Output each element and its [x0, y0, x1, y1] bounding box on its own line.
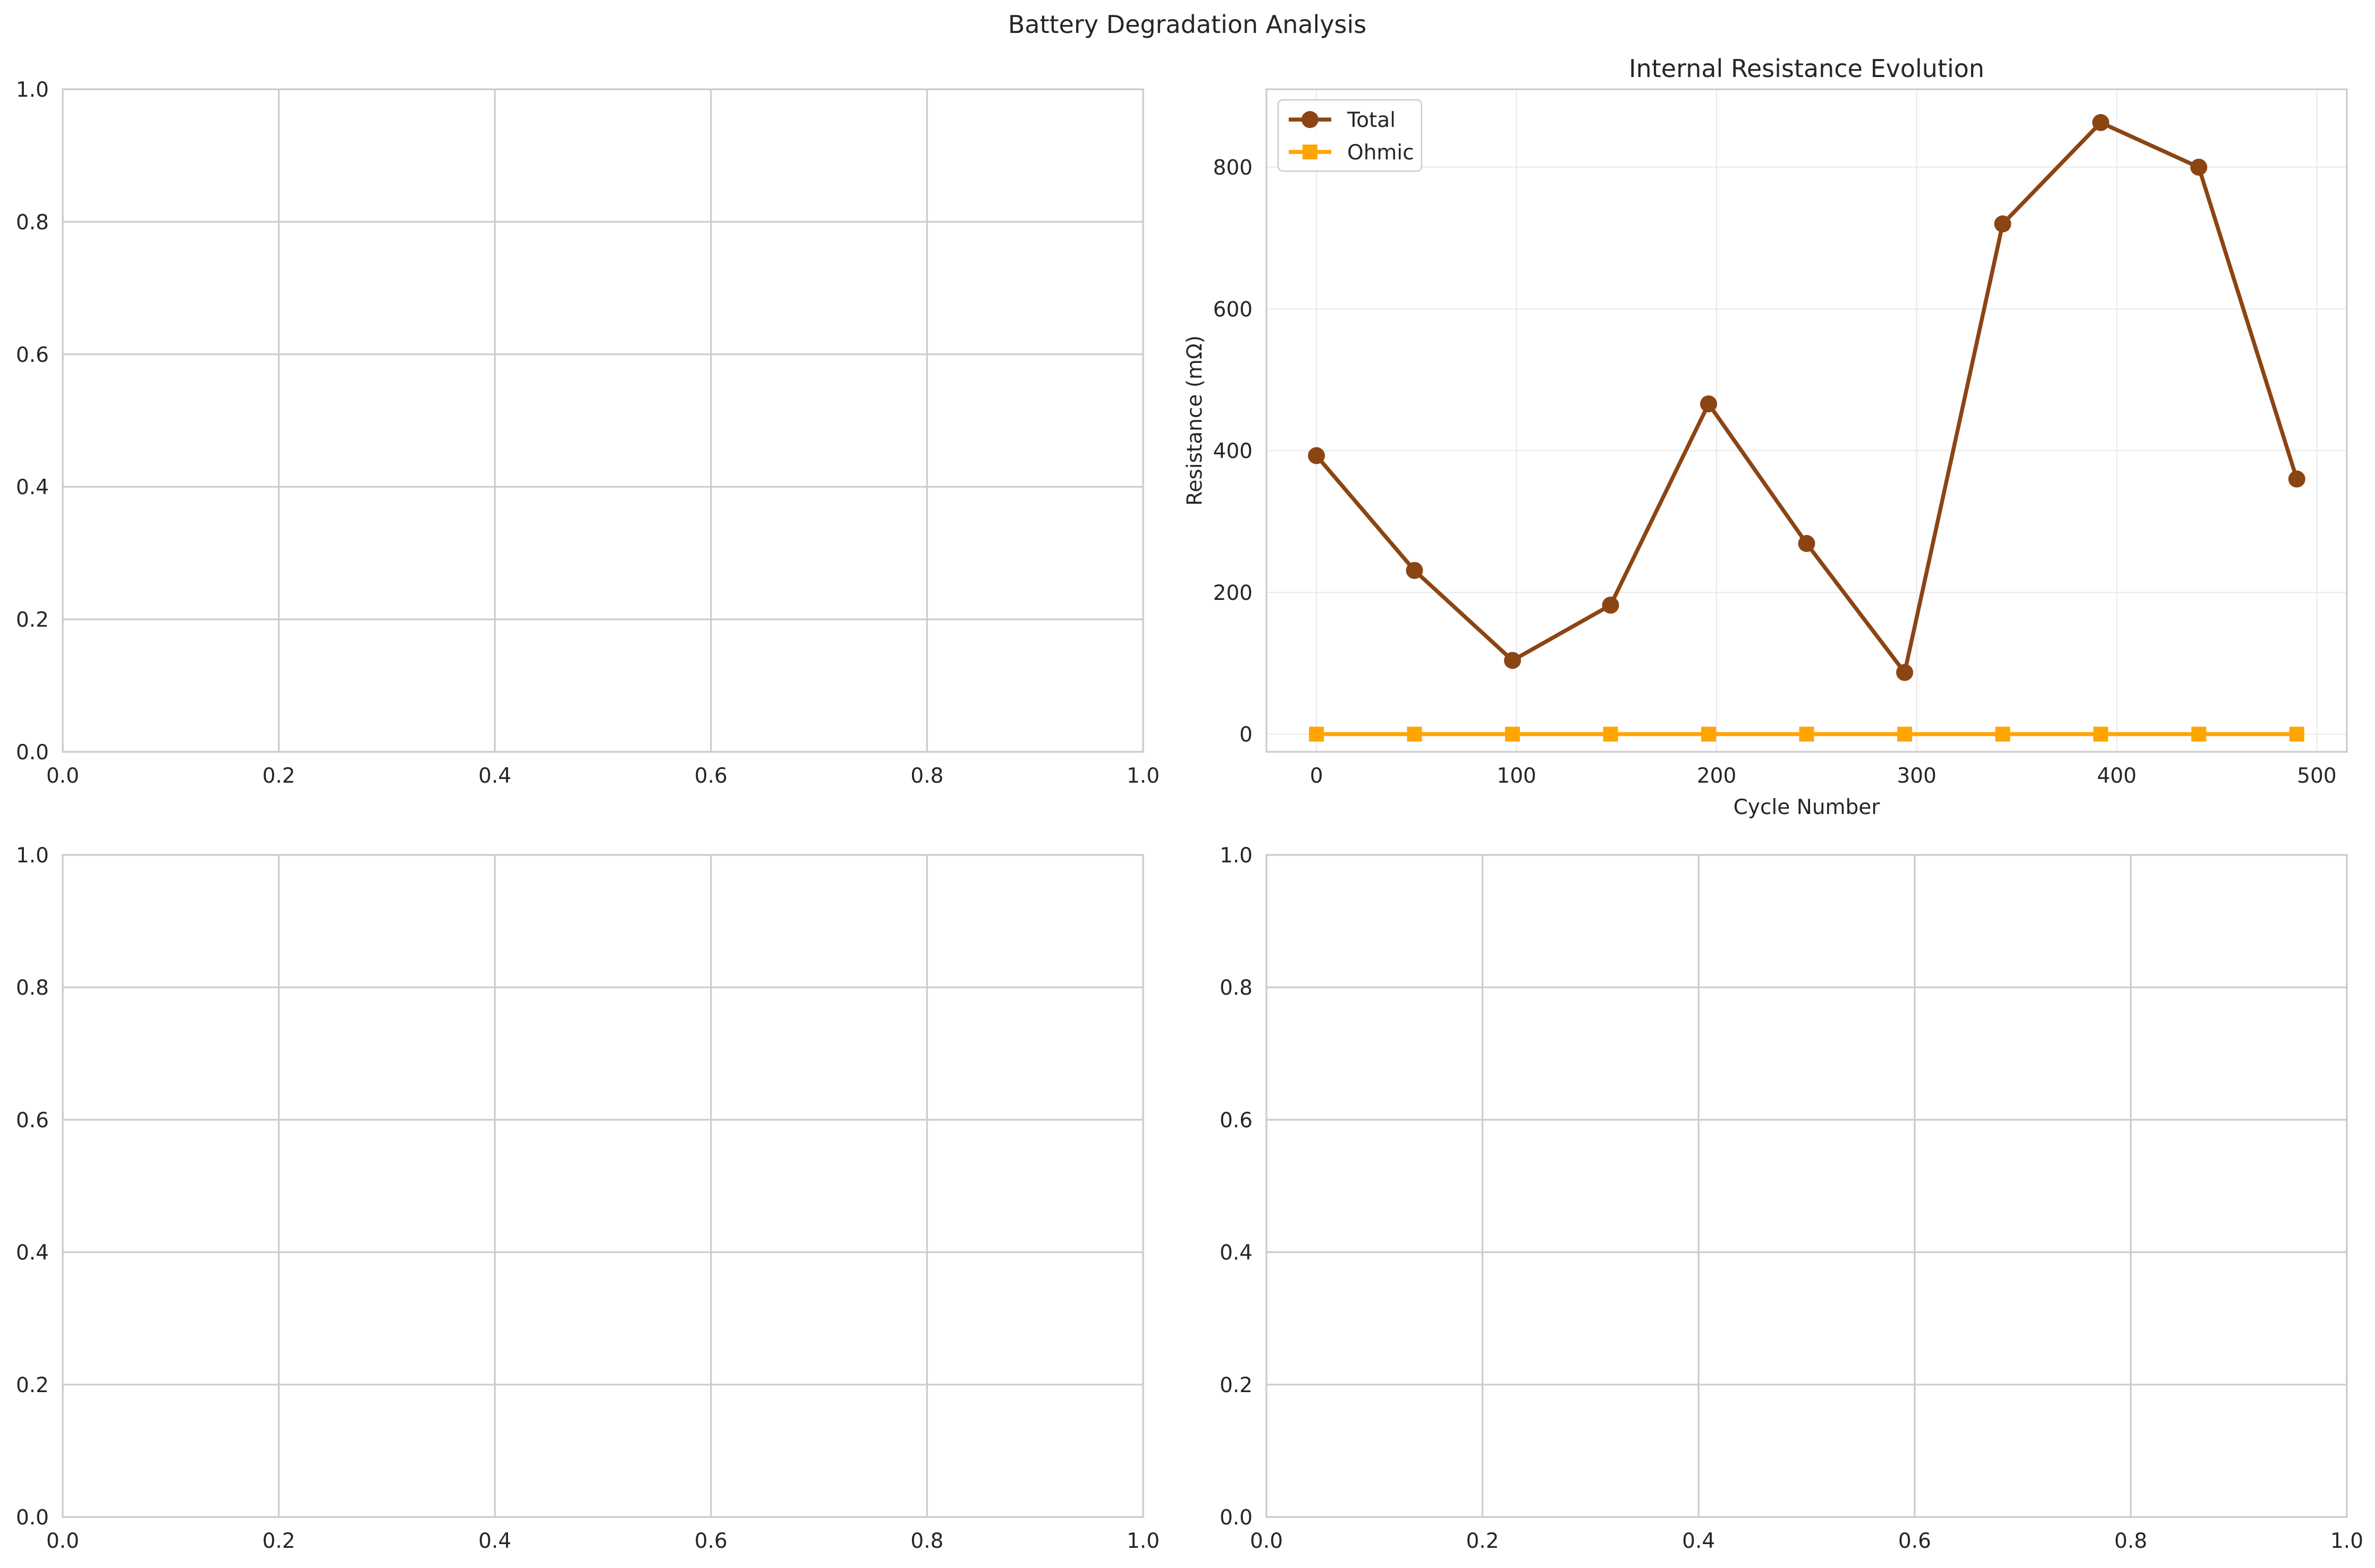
legend-marker [1303, 145, 1317, 159]
data-point-total [1896, 664, 1913, 681]
x-tick-label: 0.2 [263, 1529, 295, 1553]
x-tick-label: 0 [1310, 764, 1323, 788]
y-tick-label: 1.0 [1220, 844, 1253, 868]
subplot-bottom-left: 0.0 0.2 0.4 0.6 0.8 1.0 0.0 0.2 0.4 0.6 0.8 1.0 [16, 844, 1160, 1553]
x-tick-label: 0.8 [2114, 1529, 2147, 1553]
x-tick-label: 400 [2097, 764, 2136, 788]
plot-area [63, 855, 1143, 1517]
x-tick-label: 0.4 [478, 1529, 511, 1553]
x-axis-label: Cycle Number [1734, 795, 1881, 819]
x-tick-label: 0.0 [46, 764, 79, 788]
subplot-grid: 0.0 0.2 0.4 0.6 0.8 1.0 0.0 0.2 0.4 0.6 0.8 1.0 0 100… [16, 54, 2363, 1553]
data-point-total [2092, 114, 2109, 131]
data-point-total [2190, 158, 2208, 176]
data-point-total [1602, 596, 1619, 614]
x-tick-label: 0.6 [695, 764, 728, 788]
axes-frame [62, 88, 1144, 753]
data-point-ohmic [1407, 726, 1422, 742]
x-tick-label: 300 [1897, 764, 1936, 788]
panel-title: Internal Resistance Evolution [1629, 54, 1984, 83]
figure-title: Battery Degradation Analysis [1008, 10, 1367, 39]
data-point-ohmic [1897, 726, 1912, 742]
x-tick-label: 1.0 [1127, 1529, 1160, 1553]
data-point-total [2288, 470, 2305, 488]
x-tick-label: 0.8 [910, 1529, 943, 1553]
x-tick-label: 0.0 [46, 1529, 79, 1553]
y-tick-label: 800 [1213, 156, 1253, 180]
y-tick-label: 400 [1213, 439, 1253, 463]
y-tick-label: 1.0 [16, 78, 49, 102]
x-tick-label: 1.0 [2330, 1529, 2363, 1553]
x-tick-label: 0.2 [263, 764, 295, 788]
y-tick-label: 0.4 [16, 1241, 49, 1265]
x-tick-label: 500 [2297, 764, 2336, 788]
data-point-total [1504, 651, 1522, 669]
y-tick-label: 0.8 [1220, 976, 1253, 1000]
axes-frame [62, 854, 1144, 1518]
y-tick-label: 0.6 [1220, 1108, 1253, 1132]
data-point-ohmic [1701, 726, 1717, 742]
x-tick-label: 0.2 [1466, 1529, 1499, 1553]
data-point-ohmic [1995, 726, 2010, 742]
y-tick-label: 0.8 [16, 210, 49, 234]
data-point-total [1406, 562, 1423, 579]
legend-label: Total [1347, 108, 1396, 132]
data-point-ohmic [1309, 726, 1324, 742]
x-tick-label: 1.0 [1127, 764, 1160, 788]
x-tick-label: 0.0 [1250, 1529, 1283, 1553]
x-tick-label: 0.8 [910, 764, 943, 788]
data-point-ohmic [1603, 726, 1618, 742]
plot-area [1266, 89, 2347, 752]
y-tick-label: 600 [1213, 298, 1253, 321]
data-point-ohmic [2289, 726, 2304, 742]
y-tick-label: 0.8 [16, 976, 49, 1000]
axes-frame [1265, 88, 2348, 753]
data-point-total [1798, 535, 1815, 552]
y-tick-label: 0.6 [16, 343, 49, 367]
subplot-top-left: 0.0 0.2 0.4 0.6 0.8 1.0 0.0 0.2 0.4 0.6 0.8 1.0 [16, 78, 1160, 788]
subplot-bottom-right: 0.0 0.2 0.4 0.6 0.8 1.0 0.0 0.2 0.4 0.6 0.8 1.0 [1220, 844, 2363, 1553]
data-point-total [1700, 395, 1718, 413]
y-tick-label: 0 [1239, 723, 1253, 747]
plot-area [1266, 855, 2347, 1517]
y-tick-label: 0.0 [16, 741, 49, 765]
data-point-ohmic [1505, 726, 1520, 742]
plot-area [63, 89, 1143, 752]
x-tick-label: 100 [1497, 764, 1536, 788]
y-tick-label: 0.2 [16, 608, 49, 632]
x-tick-label: 0.6 [695, 1529, 728, 1553]
subplot-top-right: 0 100 200 300 400 500 0 200 400 600 800 Internal Re… [1183, 54, 2348, 819]
y-tick-label: 0.0 [1220, 1506, 1253, 1530]
data-point-ohmic [2191, 726, 2207, 742]
legend-label: Ohmic [1347, 141, 1414, 165]
legend-marker [1301, 111, 1318, 128]
data-point-ohmic [1799, 726, 1814, 742]
y-tick-label: 200 [1213, 581, 1253, 605]
axes-frame [1265, 854, 2348, 1518]
y-tick-label: 0.6 [16, 1108, 49, 1132]
x-tick-label: 0.4 [478, 764, 511, 788]
y-tick-label: 0.4 [16, 476, 49, 499]
legend: Total Ohmic [1277, 99, 1423, 172]
y-tick-label: 0.2 [16, 1374, 49, 1397]
y-tick-label: 1.0 [16, 844, 49, 868]
x-tick-label: 0.4 [1682, 1529, 1715, 1553]
y-tick-label: 0.2 [1220, 1374, 1253, 1397]
y-tick-label: 0.0 [16, 1506, 49, 1530]
y-axis-label: Resistance (mΩ) [1183, 335, 1207, 506]
data-point-ohmic [2093, 726, 2108, 742]
data-point-total [1994, 215, 2011, 233]
x-tick-label: 200 [1697, 764, 1736, 788]
data-point-total [1308, 447, 1325, 464]
x-tick-label: 0.6 [1898, 1529, 1931, 1553]
y-tick-label: 0.4 [1220, 1241, 1253, 1265]
